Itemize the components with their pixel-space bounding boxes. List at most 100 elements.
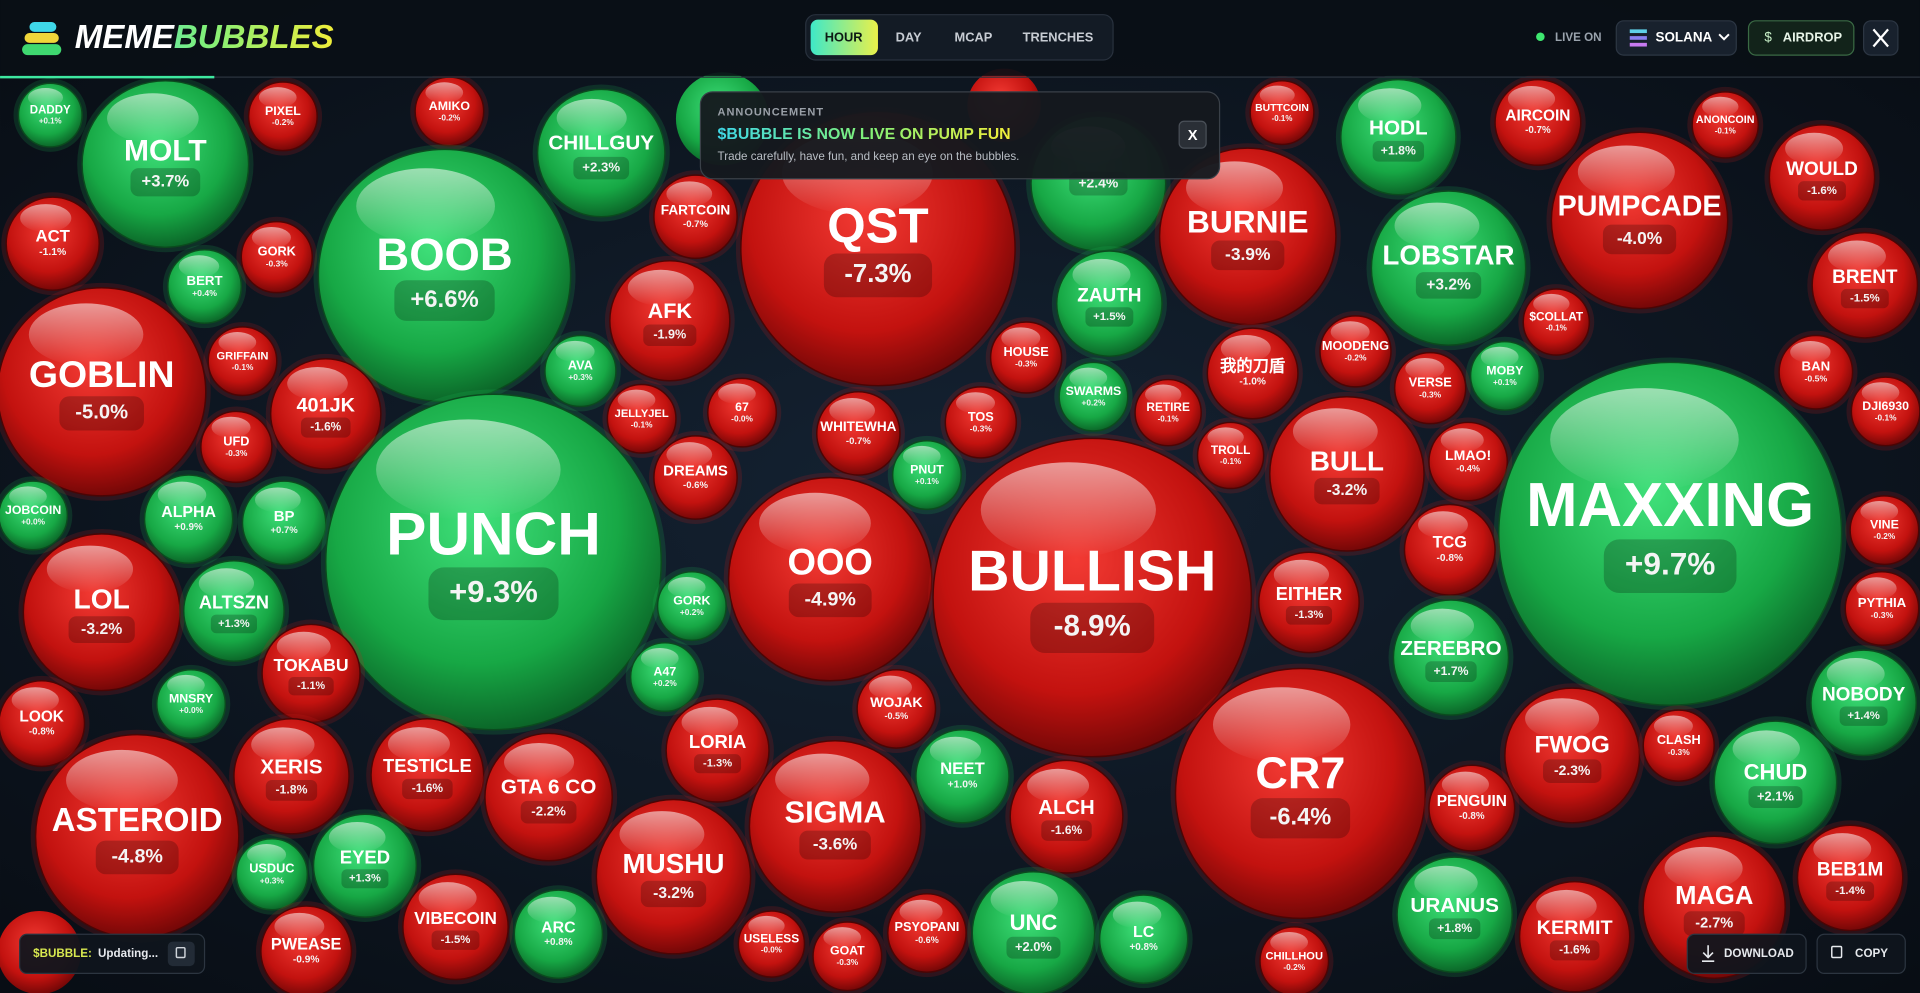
bubble[interactable]: $COLLAT-0.1% [1518, 284, 1595, 360]
bubble[interactable]: CHUD +2.1% [1709, 716, 1842, 849]
bubble[interactable]: URANUS +1.8% [1392, 852, 1518, 978]
bubble[interactable]: GOBLIN -5.0% [0, 282, 211, 501]
bubble[interactable]: HOUSE-0.3% [985, 317, 1067, 398]
bubble[interactable]: LOL -3.2% [18, 528, 185, 696]
bubble[interactable]: OOO -4.9% [723, 472, 937, 686]
bubble[interactable]: LMAO!-0.4% [1424, 417, 1513, 506]
bubble[interactable]: DREAMS-0.6% [648, 430, 743, 525]
bubble[interactable]: WHITEWHA -0.7% [811, 386, 905, 480]
bubble[interactable]: PENGUIN-0.8% [1424, 760, 1520, 856]
bubble[interactable]: LOOK-0.8% [0, 675, 90, 772]
bubble[interactable]: USDUC+0.3% [231, 833, 313, 915]
bubble[interactable]: GORK+0.2% [652, 566, 732, 646]
bubble[interactable]: TOKABU -1.1% [257, 619, 365, 728]
bubble[interactable]: PSYOPANI-0.6% [882, 888, 972, 978]
bubble[interactable]: BULL -3.2% [1264, 391, 1429, 556]
bubble[interactable]: NEET +1.0% [911, 724, 1014, 828]
bubble[interactable]: GRIFFAIN-0.1% [203, 322, 282, 401]
logo[interactable]: MEMEBUBBLES [22, 19, 334, 56]
bubble[interactable]: ALTSZN +1.3% [178, 555, 290, 667]
bubble[interactable]: AFK -1.9% [604, 255, 735, 386]
bubble[interactable]: GORK-0.3% [236, 216, 318, 298]
bubble[interactable]: ALPHA+0.9% [139, 470, 238, 569]
bubble[interactable]: VINE-0.2% [1845, 491, 1920, 570]
bubble[interactable]: WOULD -1.6% [1764, 119, 1880, 236]
tab[interactable]: DAY [896, 29, 922, 44]
bubble[interactable]: BAN-0.5% [1774, 330, 1858, 414]
bubble[interactable]: ALCH -1.6% [1005, 755, 1128, 878]
bubble[interactable]: BURNIE -3.9% [1154, 143, 1341, 330]
bubble[interactable]: BUTTCOIN-0.1% [1245, 75, 1319, 150]
bubble[interactable]: BP+0.7% [237, 476, 331, 570]
bubble[interactable]: EITHER -1.3% [1253, 547, 1365, 658]
x-button[interactable] [1863, 20, 1899, 56]
bubble[interactable]: TOS-0.3% [940, 382, 1022, 463]
bubble[interactable]: ZEREBRO +1.7% [1388, 595, 1514, 720]
bubble[interactable]: ASTEROID -4.8% [30, 729, 244, 943]
bubble[interactable]: JOBCOIN+0.0% [0, 476, 73, 555]
bubble[interactable]: SWARMS+0.2% [1054, 357, 1133, 436]
bubble[interactable]: UFD-0.3% [195, 406, 277, 488]
bubble[interactable]: JELLYJEL-0.1% [602, 379, 681, 458]
bubble[interactable]: TROLL-0.1% [1192, 417, 1269, 494]
bubble[interactable]: A47+0.2% [625, 637, 705, 717]
bubble[interactable]: BRENT -1.5% [1807, 227, 1920, 343]
tab[interactable]: HOUR [825, 29, 864, 44]
copy-icon-box[interactable] [167, 941, 195, 967]
airdrop-button[interactable]: $ AIRDROP [1747, 20, 1855, 56]
bubble[interactable]: DADDY+0.1% [13, 78, 87, 152]
bubble[interactable]: LORIA -1.3% [661, 694, 774, 807]
bubble[interactable]: VERSE-0.3% [1389, 347, 1471, 429]
bubble[interactable]: 67-0.0% [702, 373, 782, 452]
bubble[interactable]: 我的刀盾 -1.0% [1202, 323, 1303, 424]
tab[interactable]: TRENCHES [1023, 29, 1094, 44]
bubble[interactable]: PWEASE -0.9% [255, 901, 357, 993]
bubble[interactable]: PUNCH +9.3% [320, 389, 667, 735]
bubble[interactable]: WOJAK-0.5% [852, 664, 941, 754]
bubble[interactable]: BEB1M -1.4% [1792, 820, 1908, 936]
bubble[interactable]: TCG-0.8% [1399, 499, 1500, 600]
copy-button[interactable] [1816, 933, 1906, 975]
bubble[interactable]: NOBODY +1.4% [1806, 645, 1920, 761]
tab[interactable]: MCAP [955, 29, 993, 44]
bubble[interactable]: CLASH-0.3% [1638, 705, 1720, 787]
bubble[interactable]: AMIKO-0.2% [410, 72, 489, 151]
bubble[interactable]: PIXEL-0.2% [243, 77, 323, 156]
close-button[interactable]: X [1188, 128, 1198, 144]
close-box[interactable] [1178, 120, 1207, 149]
bubble[interactable]: ACT-1.1% [1, 192, 105, 296]
bubble[interactable]: MUSHU -3.2% [591, 794, 756, 959]
download-button[interactable] [1686, 933, 1807, 975]
bubble[interactable]: TESTICLE -1.6% [366, 713, 489, 837]
bubble[interactable]: RETIRE-0.1% [1130, 374, 1207, 451]
bubble[interactable]: UNC +2.0% [967, 866, 1100, 993]
bubble[interactable]: FARTCOIN -0.7% [648, 170, 743, 264]
bubble[interactable]: SIGMA -3.6% [744, 735, 926, 918]
bubble[interactable]: GOAT-0.3% [808, 917, 887, 993]
bubble[interactable]: PUMPCADE -4.0% [1546, 127, 1733, 314]
bubble[interactable]: BOOB +6.6% [313, 144, 576, 407]
bubble[interactable]: BERT+0.4% [162, 244, 247, 329]
bubble[interactable]: HODL +1.8% [1335, 74, 1461, 200]
bubble[interactable]: LC+0.8% [1094, 890, 1193, 989]
bubble[interactable]: PYTHIA-0.3% [1840, 566, 1920, 651]
bubble[interactable]: MOBY+0.1% [1465, 336, 1545, 416]
bubble[interactable]: EYED +1.3% [308, 809, 422, 922]
bubble[interactable]: CHILLGUY +2.3% [532, 84, 670, 222]
bubble[interactable]: CR7 -6.4% [1170, 663, 1431, 924]
bubble[interactable]: MOODENG-0.2% [1315, 311, 1396, 392]
bubble[interactable]: AIRCOIN-0.7% [1490, 74, 1586, 171]
chain-select[interactable]: SOLANA [1615, 20, 1737, 56]
bubble[interactable]: BULLISH -8.9% [928, 433, 1257, 762]
bubble[interactable]: MOLT +3.7% [77, 75, 254, 253]
bubble[interactable]: FWOG -2.3% [1499, 683, 1645, 828]
bubble[interactable]: PNUT+0.1% [887, 435, 967, 515]
bubble[interactable]: XERIS -1.8% [229, 713, 354, 839]
bubble[interactable]: USELESS-0.0% [733, 906, 810, 982]
bubble[interactable]: KERMIT -1.6% [1514, 876, 1635, 993]
bubble[interactable]: LOBSTAR +3.2% [1366, 186, 1531, 351]
bubble[interactable]: AVA+0.3% [540, 330, 621, 412]
bubble[interactable]: 401JK -1.6% [265, 353, 386, 474]
bubble[interactable]: MAXXING +9.7% [1493, 357, 1847, 711]
bubble[interactable]: CHILLHOU-0.2% [1255, 921, 1334, 993]
